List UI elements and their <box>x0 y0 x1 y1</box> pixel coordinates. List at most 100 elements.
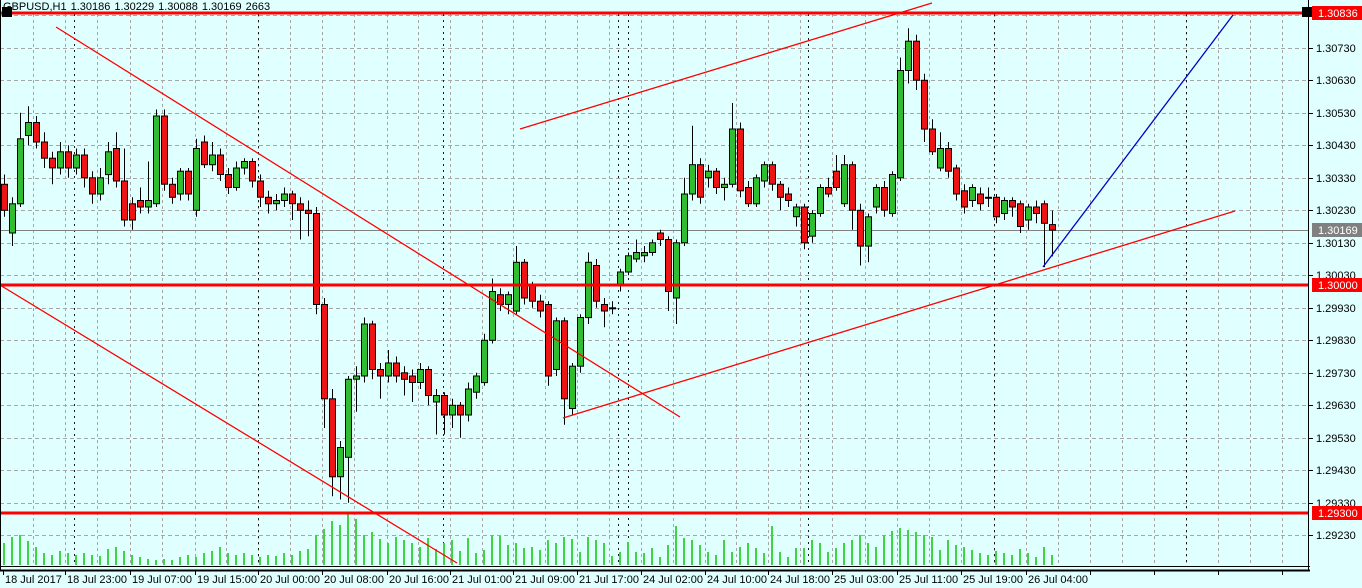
candle <box>361 323 368 377</box>
time-tick-label: 25 Jul 03:00 <box>834 574 894 586</box>
candle <box>273 200 280 205</box>
candles <box>1 28 1056 503</box>
price-tag <box>1312 6 1362 20</box>
candle <box>857 209 864 247</box>
price-tick-label: 1.29230 <box>1316 530 1356 542</box>
candle <box>137 200 144 208</box>
candle <box>825 187 832 195</box>
candle <box>129 203 136 221</box>
time-tick-label: 21 Jul 17:00 <box>579 574 639 586</box>
candle <box>945 148 952 172</box>
candle <box>249 161 256 182</box>
candle <box>457 404 464 416</box>
candle <box>385 362 392 377</box>
volume-bars <box>3 513 1053 565</box>
price-tick-label: 1.30130 <box>1316 238 1356 250</box>
time-tick-label: 26 Jul 04:00 <box>1028 574 1088 586</box>
time-tick-label: 21 Jul 01:00 <box>452 574 512 586</box>
candle <box>377 369 384 377</box>
price-tag-label: 1.30169 <box>1318 225 1358 237</box>
candle <box>25 122 32 136</box>
price-tag-label: 1.30000 <box>1318 280 1358 292</box>
price-tick-label: 1.30630 <box>1316 75 1356 87</box>
candle <box>145 200 152 208</box>
candle <box>793 206 800 218</box>
candle <box>961 190 968 208</box>
candle <box>337 447 344 478</box>
candle <box>841 164 848 205</box>
tick-volume-label: 2663 <box>245 1 271 13</box>
price-axis[interactable]: 1.30730 1.30630 1.30530 1.30430 1.30330 1.302… <box>1308 6 1362 542</box>
candle <box>481 339 488 384</box>
candle <box>49 157 56 169</box>
candle <box>929 128 936 153</box>
candle <box>73 154 80 169</box>
descending-trendline-lower <box>0 284 458 564</box>
candle <box>313 213 320 305</box>
candle <box>713 170 720 188</box>
candle <box>121 180 128 221</box>
level-lines[interactable] <box>0 11 1308 515</box>
candle <box>553 320 560 370</box>
price-tag <box>1312 223 1362 237</box>
time-axis[interactable]: 18 Jul 2017 18 Jul 23:00 19 Jul 07:00 19 Ju… <box>3 571 1283 586</box>
candle <box>681 193 688 244</box>
candle <box>209 154 216 166</box>
price-tick-label: 1.30330 <box>1316 173 1356 185</box>
candle <box>177 170 184 195</box>
candle <box>257 180 264 198</box>
time-tick-label: 19 Jul 07:00 <box>132 574 192 586</box>
candle <box>297 203 304 211</box>
candle <box>105 151 112 176</box>
candle <box>849 164 856 211</box>
candle <box>545 304 552 377</box>
price-tag-label: 1.29300 <box>1318 508 1358 520</box>
candle <box>65 151 72 169</box>
candle <box>353 375 360 380</box>
candle <box>529 284 536 302</box>
candle <box>985 196 992 199</box>
candle <box>745 187 752 205</box>
blue-projection-line <box>1042 14 1234 268</box>
candle <box>369 323 376 370</box>
candle <box>393 362 400 377</box>
candle <box>305 209 312 215</box>
plot-borders <box>0 0 1310 572</box>
ohlc-close: 1.30169 <box>201 1 242 13</box>
candle <box>1041 203 1048 224</box>
candle <box>289 193 296 205</box>
candle <box>737 128 744 192</box>
trendlines[interactable] <box>0 2 1236 564</box>
candle <box>993 196 1000 218</box>
candle <box>521 261 528 299</box>
price-tick-label: 1.29530 <box>1316 433 1356 445</box>
candle <box>9 203 16 234</box>
candle <box>865 216 872 247</box>
candle <box>777 183 784 198</box>
price-tag-label: 1.30836 <box>1318 8 1358 20</box>
descending-trendline-upper <box>55 26 681 418</box>
candle <box>905 40 912 71</box>
time-tick-label: 24 Jul 02:00 <box>643 574 703 586</box>
ascending-trendline-upper <box>519 2 933 130</box>
time-tick-label: 25 Jul 11:00 <box>899 574 958 586</box>
candle <box>873 187 880 208</box>
candle <box>329 398 336 478</box>
candle <box>601 304 608 312</box>
ascending-trendline-lower <box>562 210 1236 419</box>
time-tick-label: 19 Jul 15:00 <box>197 574 257 586</box>
chart-title: GBPUSD,H1 1.30186 1.30229 1.30088 1.30169 266… <box>3 1 274 13</box>
candle <box>937 148 944 169</box>
candle <box>241 161 248 169</box>
price-tick-label: 1.30430 <box>1316 140 1356 152</box>
candle <box>729 128 736 185</box>
trendline-handles[interactable] <box>2 7 1312 17</box>
time-tick-label: 20 Jul 16:00 <box>389 574 449 586</box>
candle <box>57 151 64 169</box>
candle <box>673 242 680 299</box>
candle <box>881 187 888 211</box>
candle <box>969 187 976 201</box>
candle <box>1 183 8 211</box>
